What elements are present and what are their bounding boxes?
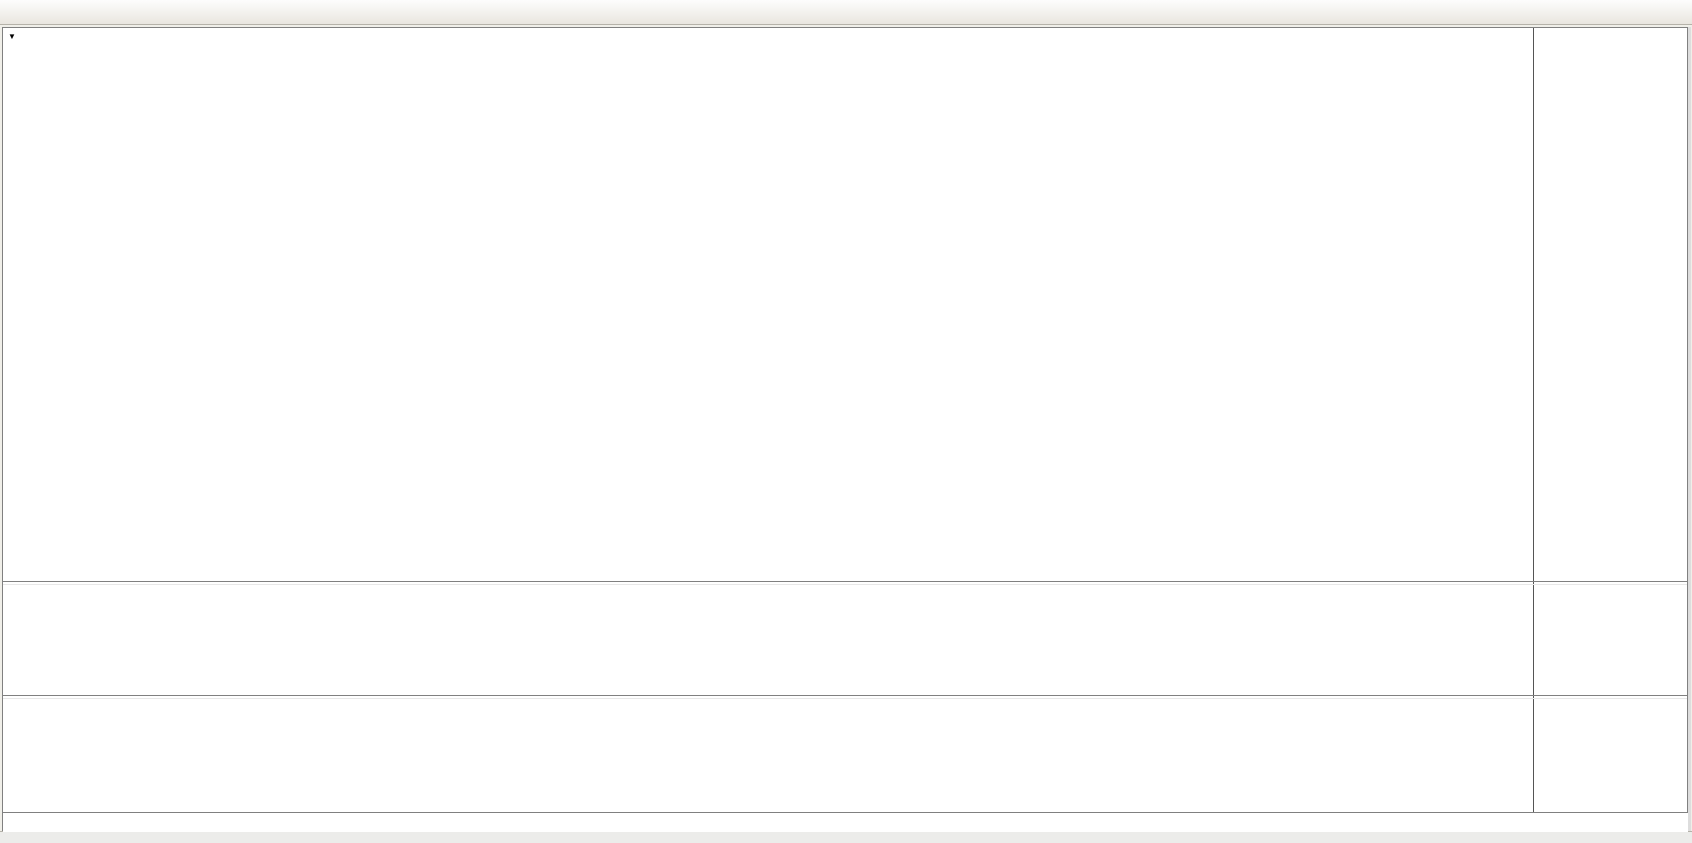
panel-splitter-macd[interactable]: [3, 581, 1687, 585]
chart-symbol-title[interactable]: ▼: [8, 31, 20, 43]
panel-splitter-rsi[interactable]: [3, 695, 1687, 699]
chart-window: [2, 27, 1688, 831]
main-toolbar: [0, 0, 1692, 25]
time-axis[interactable]: [3, 812, 1688, 832]
bottom-strip: [0, 831, 1692, 843]
price-scale-border: [1533, 28, 1534, 812]
symbol-dropdown-icon[interactable]: ▼: [8, 32, 16, 41]
scrollbar[interactable]: [1688, 27, 1691, 831]
